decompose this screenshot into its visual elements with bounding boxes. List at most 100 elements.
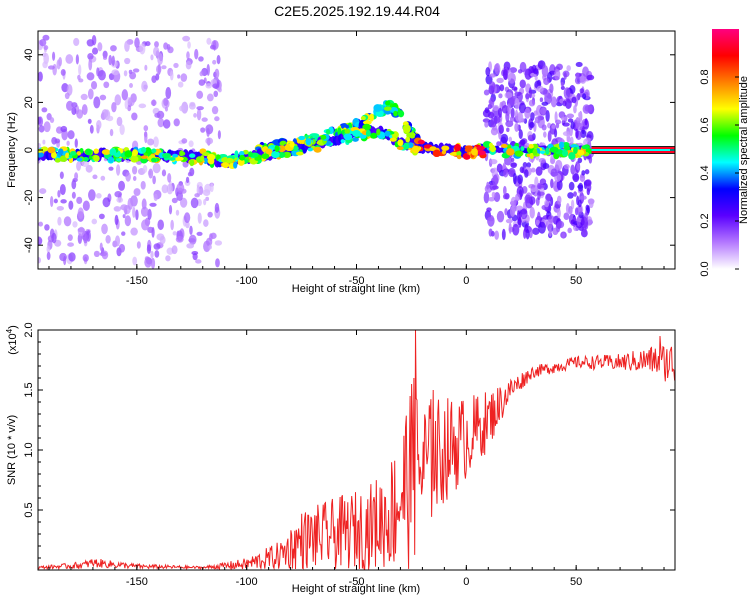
scatter-blob bbox=[143, 84, 148, 90]
scatter-blob bbox=[485, 67, 491, 77]
scatter-blob bbox=[562, 131, 570, 137]
scatter-blob bbox=[121, 231, 126, 236]
scatter-blob bbox=[514, 109, 519, 121]
scatter-blob bbox=[518, 129, 523, 140]
ridge-blob bbox=[562, 149, 569, 157]
branch-blob bbox=[369, 113, 374, 122]
scatter-blob bbox=[585, 204, 590, 211]
scatter-blob bbox=[537, 189, 541, 201]
branch-blob bbox=[393, 110, 398, 117]
scatter-blob bbox=[177, 74, 181, 79]
colorbar: 0.0 0.2 0.4 0.6 0.8 Normalized spectral ampl… bbox=[699, 29, 750, 277]
scatter-blob bbox=[542, 163, 550, 169]
ridge-blob bbox=[397, 139, 404, 147]
scatter-blob bbox=[482, 118, 491, 123]
scatter-blob bbox=[87, 118, 92, 124]
scatter-blob bbox=[567, 192, 574, 199]
ridge-blob bbox=[168, 157, 176, 161]
scatter-blob bbox=[518, 102, 527, 114]
scatter-blob bbox=[541, 124, 547, 131]
scatter-blob bbox=[496, 77, 504, 84]
scatter-blob bbox=[509, 205, 516, 217]
scatter-blob bbox=[65, 54, 74, 64]
scatter-blob bbox=[77, 207, 84, 219]
scatter-blob bbox=[562, 100, 567, 107]
scatter-blob bbox=[528, 227, 533, 239]
scatter-blob bbox=[156, 65, 162, 74]
scatter-blob bbox=[196, 231, 203, 236]
scatter-blob bbox=[209, 233, 213, 241]
scatter-blob bbox=[496, 141, 502, 147]
scatter-blob bbox=[186, 51, 190, 60]
scatter-blob bbox=[100, 175, 106, 181]
scatter-blob bbox=[566, 65, 571, 72]
branch-blob bbox=[383, 106, 392, 111]
scatter-blob bbox=[208, 244, 212, 250]
scatter-blob bbox=[140, 206, 149, 217]
scatter-blob bbox=[176, 182, 185, 193]
ridge-blob bbox=[539, 150, 546, 155]
scatter-blob bbox=[584, 169, 590, 175]
scatter-blob bbox=[205, 137, 214, 145]
scatter-blob bbox=[189, 225, 193, 235]
scatter-blob bbox=[154, 41, 159, 48]
scatter-blob bbox=[162, 119, 171, 129]
scatter-blob bbox=[510, 107, 515, 119]
scatter-blob bbox=[92, 174, 98, 180]
scatter-blob bbox=[42, 52, 47, 58]
scatter-blob bbox=[583, 212, 588, 223]
scatter-blob bbox=[570, 121, 575, 130]
scatter-blob bbox=[124, 57, 131, 65]
scatter-blob bbox=[568, 205, 573, 215]
scatter-blob bbox=[124, 40, 130, 52]
ridge-blob bbox=[239, 154, 246, 161]
scatter-blob bbox=[85, 164, 93, 173]
scatter-blob bbox=[72, 221, 78, 228]
scatter-blob bbox=[93, 96, 101, 109]
scatter-blob bbox=[157, 117, 165, 128]
scatter-blob bbox=[125, 172, 131, 182]
scatter-blob bbox=[38, 142, 41, 148]
scatter-blob bbox=[165, 255, 171, 262]
x-tick-label: -100 bbox=[236, 576, 258, 588]
scatter-blob bbox=[579, 173, 586, 182]
scatter-blob bbox=[68, 200, 74, 210]
scatter-blob bbox=[114, 214, 119, 226]
ridge-blob bbox=[411, 145, 420, 154]
scatter-blob bbox=[132, 176, 137, 182]
scatter-blob bbox=[562, 122, 570, 127]
scatter-blob bbox=[150, 54, 154, 61]
ridge-blob bbox=[476, 150, 486, 156]
scatter-blob bbox=[71, 191, 76, 199]
scatter-blob bbox=[87, 88, 94, 100]
scatter-blob bbox=[487, 217, 495, 222]
scatter-blob bbox=[167, 173, 172, 183]
ridge-blob bbox=[130, 155, 139, 163]
ridge-blob bbox=[84, 148, 92, 156]
scatter-blob bbox=[218, 87, 222, 93]
scatter-blob bbox=[153, 46, 160, 57]
x-tick-label: 50 bbox=[570, 275, 582, 287]
scatter-blob bbox=[576, 216, 581, 227]
scatter-blob bbox=[519, 139, 526, 146]
ridge-blob bbox=[140, 155, 148, 160]
scatter-blob bbox=[535, 166, 543, 176]
ridge-blob bbox=[320, 134, 327, 140]
ridge-blob bbox=[441, 149, 447, 155]
scatter-blob bbox=[157, 53, 164, 65]
scatter-blob bbox=[492, 174, 499, 186]
ridge-blob bbox=[340, 139, 345, 144]
ridge-blob bbox=[76, 151, 81, 156]
scatter-blob bbox=[167, 46, 174, 54]
scatter-blob bbox=[548, 227, 552, 237]
scatter-blob bbox=[152, 163, 161, 174]
colorbar-tick-label: 0.2 bbox=[699, 213, 711, 228]
scatter-blob bbox=[127, 197, 134, 210]
spectrogram-x-axis-title: Height of straight line (km) bbox=[292, 283, 420, 295]
scatter-blob bbox=[556, 220, 565, 229]
scatter-blob bbox=[56, 59, 61, 70]
scatter-blob bbox=[102, 55, 108, 60]
branch-blob bbox=[325, 129, 331, 135]
colorbar-tick-label: 0.0 bbox=[699, 261, 711, 276]
scatter-blob bbox=[486, 207, 492, 212]
